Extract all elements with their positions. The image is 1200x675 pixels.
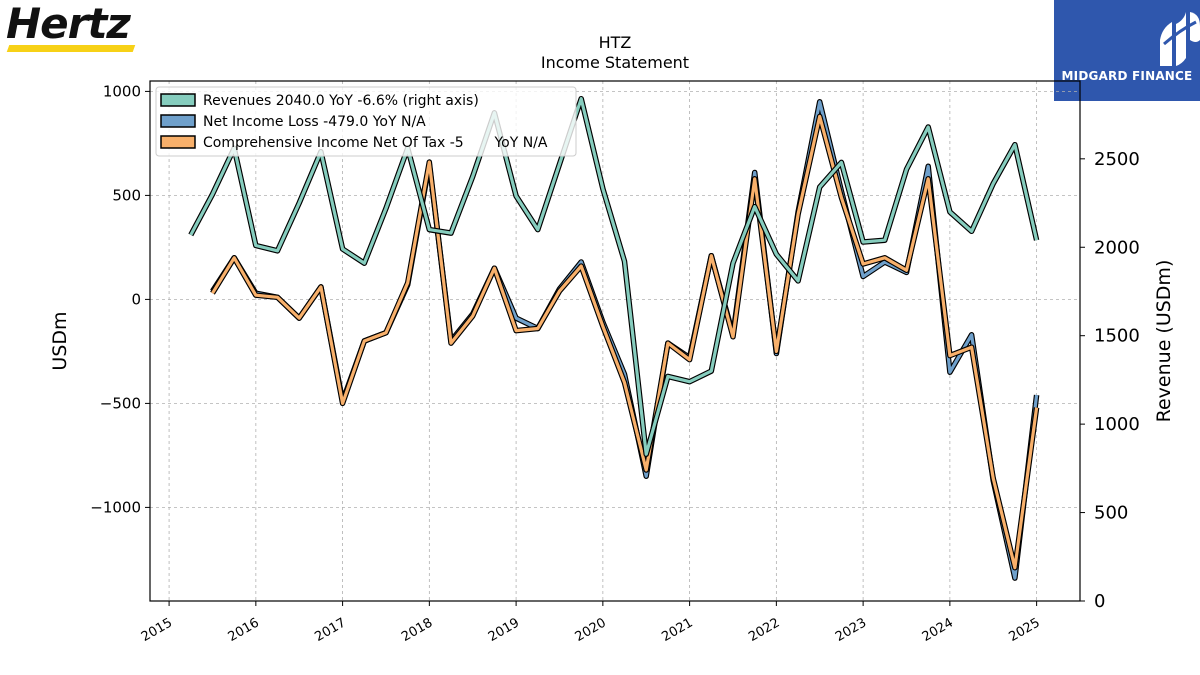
x-tick-label: 2021 xyxy=(659,615,695,645)
plot-frame xyxy=(149,80,1081,602)
legend-label: Revenues 2040.0 YoY -6.6% (right axis) xyxy=(203,93,479,109)
legend-label: Net Income Loss -479.0 YoY N/A xyxy=(203,114,426,130)
series-outline-1 xyxy=(210,99,1040,581)
y-right-axis-label: Revenue (USDm) xyxy=(1153,260,1175,423)
series-line-0 xyxy=(189,97,1039,456)
y-tick-label: −1000 xyxy=(90,498,141,516)
grid xyxy=(150,81,1080,601)
y-right-tick-label: 1000 xyxy=(1094,414,1140,435)
y-axis-label: USDm xyxy=(49,311,71,370)
x-tick-label: 2020 xyxy=(573,615,609,645)
hertz-logo: Hertz xyxy=(6,2,138,54)
x-tick-label: 2018 xyxy=(399,615,435,645)
x-tick-label: 2024 xyxy=(920,615,956,645)
legend-label: Comprehensive Income Net Of Tax -5 YoY N… xyxy=(203,135,548,151)
series-outline-2 xyxy=(210,113,1040,571)
midgard-finance-label: MIDGARD FINANCE xyxy=(1061,69,1193,83)
x-tick-label: 2017 xyxy=(312,615,348,645)
legend-swatch xyxy=(160,135,196,149)
x-tick-label: 2025 xyxy=(1006,615,1042,645)
series-line-1 xyxy=(211,100,1039,580)
legend-swatch xyxy=(160,114,196,128)
series-line-2 xyxy=(211,114,1039,570)
y-tick-label: −500 xyxy=(100,394,141,412)
x-tick-label: 2023 xyxy=(833,615,869,645)
y-tick-label: 0 xyxy=(131,290,141,308)
chart-subtitle: Income Statement xyxy=(541,53,689,72)
x-tick-label: 2015 xyxy=(139,615,175,645)
y-right-tick-label: 0 xyxy=(1094,591,1105,612)
chart-title: HTZ xyxy=(599,33,632,52)
legend-swatch xyxy=(160,93,196,107)
y-right-tick-label: 2000 xyxy=(1094,237,1140,258)
midgard-finance-logo: MIDGARD FINANCE xyxy=(1054,0,1200,101)
x-tick-label: 2019 xyxy=(486,615,522,645)
legend: Revenues 2040.0 YoY -6.6% (right axis) Ne… xyxy=(155,86,577,157)
y-right-tick-label: 1500 xyxy=(1094,326,1140,347)
x-tick-label: 2022 xyxy=(746,615,782,645)
midgard-emblem-icon xyxy=(1160,12,1200,66)
x-tick-label: 2016 xyxy=(226,615,262,645)
y-tick-label: 500 xyxy=(112,186,141,204)
legend-label-tail: YoY N/A xyxy=(490,135,548,151)
legend-box xyxy=(155,86,577,157)
y-tick-label: 1000 xyxy=(103,82,141,100)
y-right-tick-label: 500 xyxy=(1094,503,1128,524)
hertz-logo-text: Hertz xyxy=(6,0,131,48)
y-right-tick-label: 2500 xyxy=(1094,149,1140,170)
